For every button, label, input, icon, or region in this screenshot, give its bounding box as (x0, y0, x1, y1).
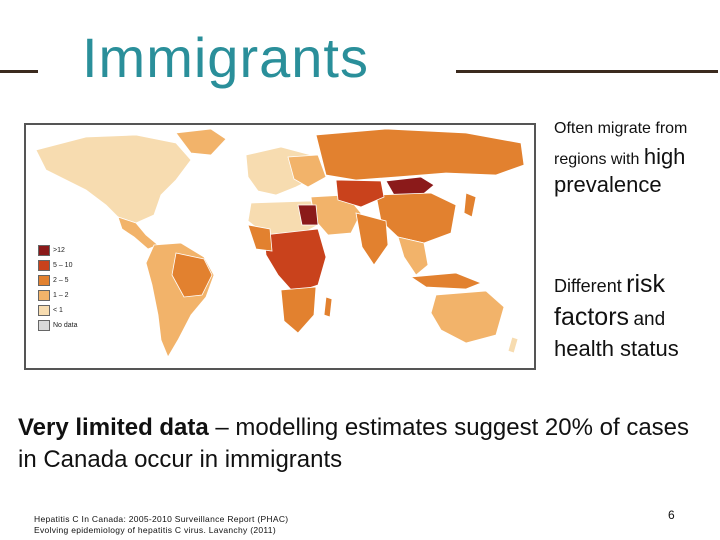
legend-label: < 1 (53, 307, 63, 314)
legend-entry: 1 – 2 (38, 288, 78, 303)
egypt-shape (297, 204, 319, 226)
legend-swatch (38, 260, 50, 271)
legend-entry: >12 (38, 243, 78, 258)
side-text-line: factors and (554, 303, 714, 332)
legend-label: 2 – 5 (53, 277, 69, 284)
legend-entry: No data (38, 318, 78, 333)
side-text-line: Different risk (554, 270, 714, 299)
side-paragraph-risk-factors: Different risk factors and health status (554, 270, 714, 361)
legend-swatch (38, 245, 50, 256)
legend-label: 1 – 2 (53, 292, 69, 299)
india-shape (355, 212, 389, 266)
indonesia-shape (409, 272, 483, 290)
world-prevalence-map: >12 5 – 10 2 – 5 1 – 2 < 1 No data (24, 123, 536, 370)
legend-swatch (38, 275, 50, 286)
main-statement-rest: – modelling estimates suggest 20% of cas… (18, 414, 690, 474)
mongolia-shape (385, 176, 435, 196)
map-legend: >12 5 – 10 2 – 5 1 – 2 < 1 No data (38, 243, 78, 333)
west-africa-shape (247, 224, 273, 252)
legend-swatch (38, 305, 50, 316)
references: Hepatitis C In Canada: 2005-2010 Surveil… (34, 514, 288, 537)
legend-swatch (38, 290, 50, 301)
side-text-small: and (633, 308, 666, 330)
legend-entry: < 1 (38, 303, 78, 318)
side-text-big: risk (626, 270, 666, 298)
legend-swatch (38, 320, 50, 331)
australia-shape (430, 290, 505, 344)
central-asia-shape (335, 179, 385, 208)
side-text-line: prevalence (554, 171, 662, 197)
slide-title: Immigrants (82, 26, 369, 89)
side-text-line: health status (554, 335, 679, 361)
eastern-europe-shape (287, 154, 327, 188)
title-rule-right (456, 70, 718, 73)
side-paragraph-prevalence: Often migrate from regions with high pre… (554, 120, 714, 197)
reference-item: Hepatitis C In Canada: 2005-2010 Surveil… (34, 514, 289, 524)
side-text-small: Different (554, 276, 622, 296)
page-number: 6 (668, 508, 675, 522)
main-statement-bold: Very limited data (18, 414, 209, 441)
side-text-line: regions with high (554, 144, 714, 169)
side-text-big: high (643, 144, 686, 170)
southern-africa-shape (280, 286, 317, 334)
reference-item: Evolving epidemiology of hepatitis C vir… (34, 525, 276, 536)
side-text-big: factors (554, 302, 630, 331)
side-text-small: regions with (554, 151, 640, 169)
legend-entry: 2 – 5 (38, 273, 78, 288)
legend-label: No data (53, 322, 78, 329)
russia-shape (315, 128, 525, 181)
madagascar-shape (323, 296, 333, 318)
north-america-shape (35, 134, 192, 224)
title-rule-left (0, 70, 38, 73)
greenland-shape (175, 128, 227, 156)
main-statement: Very limited data – modelling estimates … (18, 412, 708, 477)
new-zealand-shape (507, 336, 519, 354)
legend-label: >12 (53, 247, 65, 254)
japan-shape (463, 192, 477, 218)
southeast-asia-shape (397, 236, 429, 276)
side-text-line: Often migrate from (554, 120, 688, 137)
legend-label: 5 – 10 (53, 262, 73, 269)
world-map-graphic (26, 125, 534, 368)
brazil-shape (171, 252, 213, 298)
legend-entry: 5 – 10 (38, 258, 78, 273)
